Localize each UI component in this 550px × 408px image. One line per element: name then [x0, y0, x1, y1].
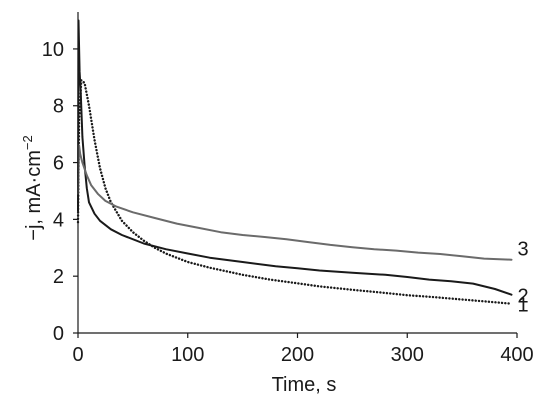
plot-lines: [76, 19, 513, 305]
series-line-1: [76, 79, 513, 305]
y-tick-label-3: 6: [53, 153, 64, 175]
series-label-3: 3: [518, 239, 529, 261]
y-tick-label-1: 2: [53, 266, 64, 288]
y-tick-label-5: 10: [42, 39, 64, 61]
x-tick-label-1: 100: [171, 344, 204, 366]
x-tick-label-0: 0: [72, 344, 83, 366]
series-label-2: 2: [518, 286, 529, 308]
series-line-2: [77, 19, 513, 296]
y-tick-label-0: 0: [53, 323, 64, 345]
y-axis-title: −j, mA·cm−2: [20, 135, 45, 240]
x-axis-title: Time, s: [272, 374, 337, 396]
y-axis-title-superscript: −2: [20, 135, 35, 150]
y-tick-label-4: 8: [53, 96, 64, 118]
x-tick-label-2: 200: [281, 344, 314, 366]
x-ticks: 0 100 200 300 400: [72, 333, 534, 366]
x-tick-label-3: 300: [391, 344, 424, 366]
series-line-3: [77, 144, 513, 261]
y-ticks: 0 2 4 6 8 10: [42, 39, 78, 345]
series-labels: 12 3: [518, 239, 529, 317]
series-label-1: 1: [518, 295, 529, 317]
y-axis-title-main: −j, mA·cm: [23, 150, 45, 241]
y-tick-label-2: 4: [53, 209, 64, 231]
x-tick-label-4: 400: [500, 344, 533, 366]
